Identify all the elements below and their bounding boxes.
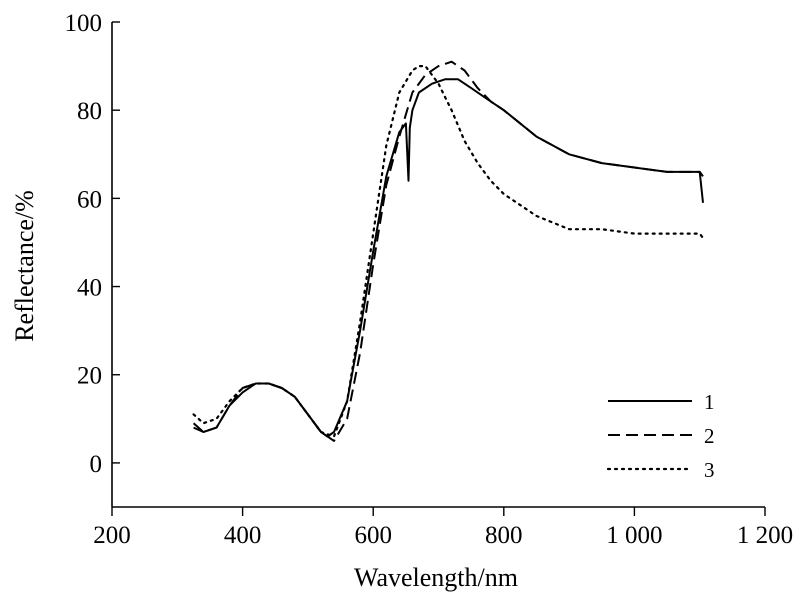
axes: 0 20 40 60 80 100 200 400 600 800 1 000 1 200 — [65, 10, 794, 549]
y-tick-label: 80 — [77, 98, 102, 125]
x-axis-label: Wavelength/nm — [354, 563, 518, 592]
series-line-1 — [193, 78, 704, 438]
y-tick-label: 60 — [77, 186, 102, 213]
x-tick-label: 600 — [354, 522, 392, 549]
y-tick-label: 100 — [65, 10, 103, 37]
x-tick-label: 800 — [485, 522, 523, 549]
x-tick-label: 400 — [224, 522, 262, 549]
series-line-3 — [192, 65, 705, 438]
y-axis-label: Reflectance/% — [10, 190, 39, 342]
legend-label-3: 3 — [704, 458, 715, 482]
y-tick-label: 40 — [77, 275, 102, 302]
legend-label-2: 2 — [704, 424, 715, 448]
series-layer — [192, 60, 705, 442]
x-tick-label: 1 000 — [606, 522, 662, 549]
x-tick-label: 200 — [93, 522, 131, 549]
legend-label-1: 1 — [704, 390, 715, 414]
legend: 1 2 3 — [606, 390, 715, 482]
y-tick-label: 0 — [90, 451, 103, 478]
x-tick-label: 1 200 — [737, 522, 793, 549]
y-tick-label: 20 — [77, 363, 102, 390]
